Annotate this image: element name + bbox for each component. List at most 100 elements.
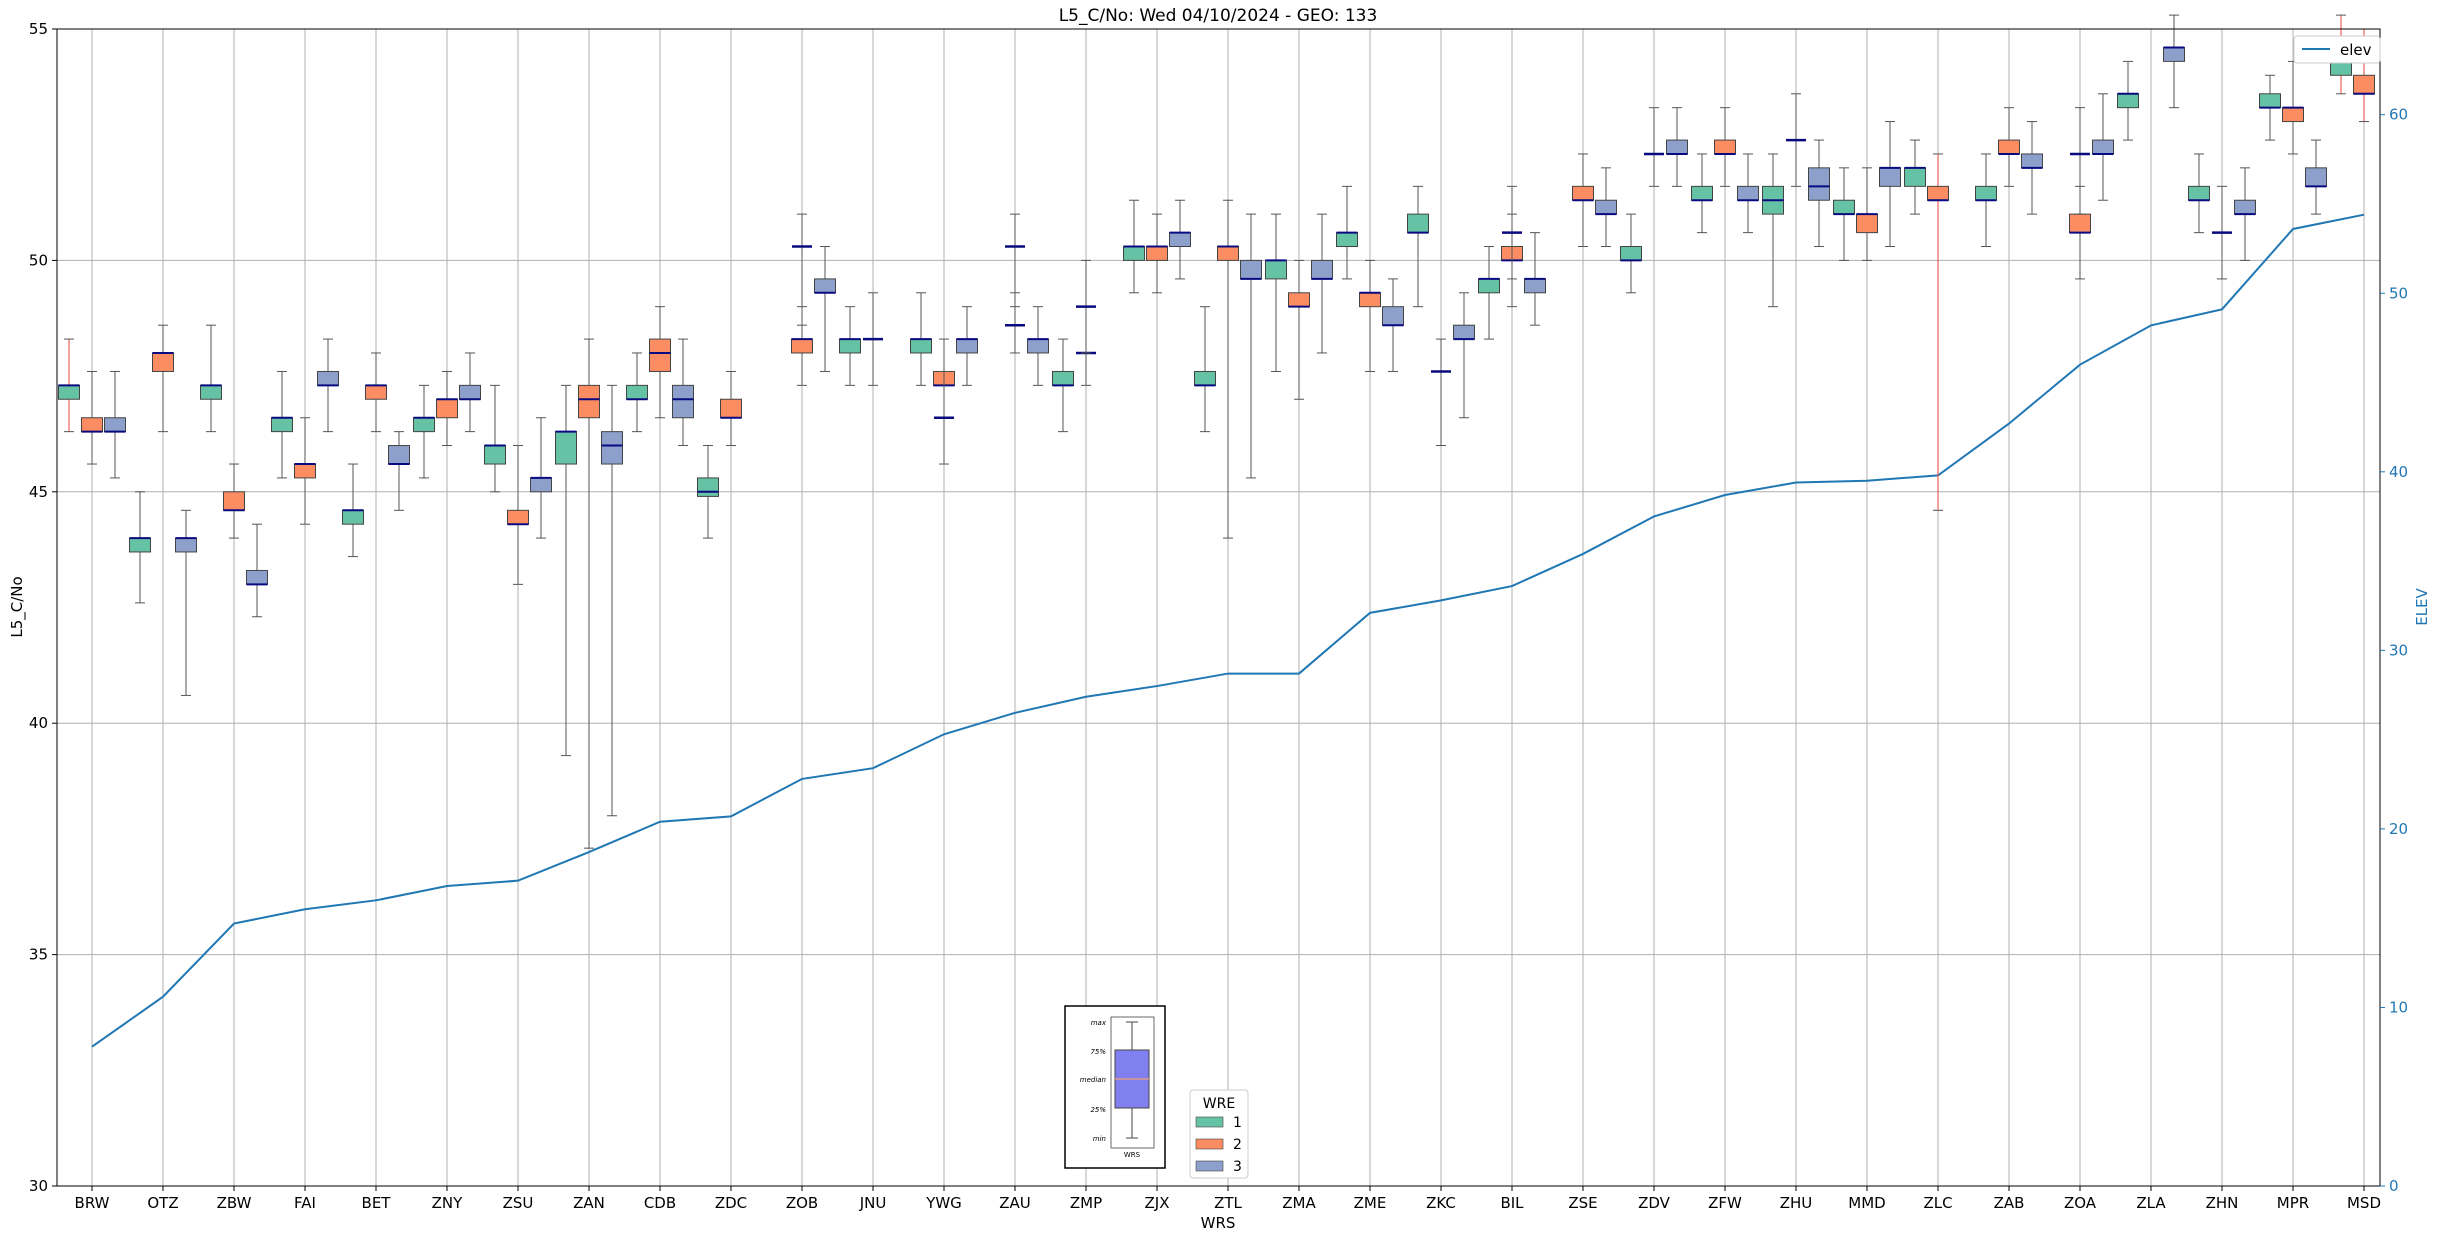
elev-legend: elev <box>2293 35 2381 64</box>
box-series-2 <box>1217 246 1239 261</box>
x-tick-label: MSD <box>2347 1194 2381 1212</box>
x-tick-label: ZOA <box>2064 1194 2097 1212</box>
y-tick-label: 40 <box>29 714 48 732</box>
y-tick-label: 35 <box>29 946 48 964</box>
box-series-3 <box>1382 306 1404 326</box>
box-series-1 <box>342 509 364 525</box>
box-key-q3-label: 75% <box>1090 1048 1106 1056</box>
box-series-1 <box>129 537 151 553</box>
box-series-3 <box>388 445 410 465</box>
elev-legend-label: elev <box>2340 41 2372 59</box>
box-series-3 <box>2163 47 2185 62</box>
box-series-2 <box>2069 213 2091 234</box>
box-series-2 <box>294 463 316 479</box>
x-tick-label: ZHN <box>2206 1194 2239 1212</box>
box-series-2 <box>791 338 813 354</box>
box-series-1 <box>697 477 719 497</box>
box-series-3 <box>2305 167 2327 187</box>
box-series-2 <box>1927 185 1949 201</box>
box-series-3 <box>1737 185 1759 201</box>
wre-legend-label-3: 3 <box>1233 1159 1242 1175</box>
box-series-1 <box>1478 278 1500 294</box>
box-series-1 <box>2188 185 2210 201</box>
box-series-1 <box>2259 93 2281 109</box>
wre-legend-label-1: 1 <box>1233 1115 1242 1131</box>
box-plot-marks <box>58 14 2375 849</box>
x-tick-label: ZSU <box>503 1194 534 1212</box>
box-series-3 <box>2021 153 2043 169</box>
box-series-3 <box>175 537 197 553</box>
x-axis-label: WRS <box>1201 1214 1236 1232</box>
box-series-2 <box>1359 292 1381 308</box>
y2-tick-label: 40 <box>2389 463 2408 481</box>
plot-frame <box>56 28 2381 1187</box>
box-series-3 <box>1240 259 1262 280</box>
x-tick-label: ZAU <box>999 1194 1031 1212</box>
y2-tick-label: 60 <box>2389 106 2408 124</box>
box-series-3 <box>814 278 836 294</box>
y-tick-label: 55 <box>29 20 48 38</box>
box-series-3 <box>2092 139 2114 155</box>
box-series-1 <box>1407 213 1429 234</box>
x-tick-label: ZKC <box>1426 1194 1456 1212</box>
x-tick-label: ZDV <box>1638 1194 1671 1212</box>
box-series-3 <box>1808 167 1830 201</box>
x-tick-label: MPR <box>2277 1194 2309 1212</box>
x-tick-label: OTZ <box>147 1194 178 1212</box>
box-series-1 <box>910 338 932 354</box>
box-series-1 <box>1052 370 1074 386</box>
x-tick-label: CDB <box>644 1194 676 1212</box>
box-series-1 <box>484 445 506 465</box>
elevation-line-series <box>91 213 2365 1048</box>
box-series-3 <box>246 569 268 585</box>
box-series-2 <box>2282 107 2304 123</box>
x-tick-label: ZSE <box>1568 1194 1597 1212</box>
box-series-2 <box>1998 139 2020 155</box>
box-key-q1-label: 25% <box>1090 1106 1106 1114</box>
box-series-3 <box>1595 199 1617 215</box>
box-series-2 <box>1572 185 1594 201</box>
box-series-3 <box>1453 324 1475 340</box>
y2-tick-label: 0 <box>2389 1177 2399 1195</box>
box-series-1 <box>413 417 435 433</box>
box-series-3 <box>1311 259 1333 280</box>
x-tick-label: ZTL <box>1214 1194 1242 1212</box>
box-key-max-label: max <box>1091 1019 1107 1027</box>
y2-tick-label: 50 <box>2389 284 2408 302</box>
box-series-3 <box>317 370 339 386</box>
box-series-1 <box>271 417 293 433</box>
box-series-3 <box>1666 139 1688 155</box>
box-series-2 <box>365 384 387 400</box>
x-tick-label: ZMA <box>1282 1194 1316 1212</box>
y2-tick-label: 10 <box>2389 998 2408 1016</box>
box-series-3 <box>601 431 623 465</box>
wre-legend-swatch-1 <box>1195 1116 1224 1128</box>
x-tick-label: ZJX <box>1145 1194 1170 1212</box>
x-tick-label: ZFW <box>1708 1194 1742 1212</box>
x-tick-label: ZOB <box>786 1194 818 1212</box>
box-series-2 <box>2353 74 2375 95</box>
box-key-xlabel: WRS <box>1124 1151 1141 1159</box>
y-tick-label: 30 <box>29 1177 48 1195</box>
x-tick-label: ZAN <box>573 1194 605 1212</box>
box-series-2 <box>720 398 742 419</box>
x-tick-label: ZLA <box>2136 1194 2166 1212</box>
box-series-3 <box>2234 199 2256 215</box>
box-series-2 <box>81 417 103 433</box>
box-series-3 <box>530 477 552 493</box>
box-series-3 <box>459 384 481 400</box>
box-series-1 <box>2117 93 2139 109</box>
box-series-3 <box>672 384 694 419</box>
box-series-1 <box>1975 185 1997 201</box>
box-series-1 <box>1904 167 1926 187</box>
box-series-1 <box>1123 246 1145 261</box>
box-series-2 <box>1288 292 1310 308</box>
x-tick-label: ZNY <box>432 1194 463 1212</box>
box-series-2 <box>1856 213 1878 234</box>
y2-tick-label: 30 <box>2389 641 2408 659</box>
wre-legend-frame <box>1189 1089 1249 1179</box>
x-tick-label: ZDC <box>715 1194 747 1212</box>
wre-legend-swatch-3 <box>1195 1160 1224 1172</box>
box-series-1 <box>1691 185 1713 201</box>
